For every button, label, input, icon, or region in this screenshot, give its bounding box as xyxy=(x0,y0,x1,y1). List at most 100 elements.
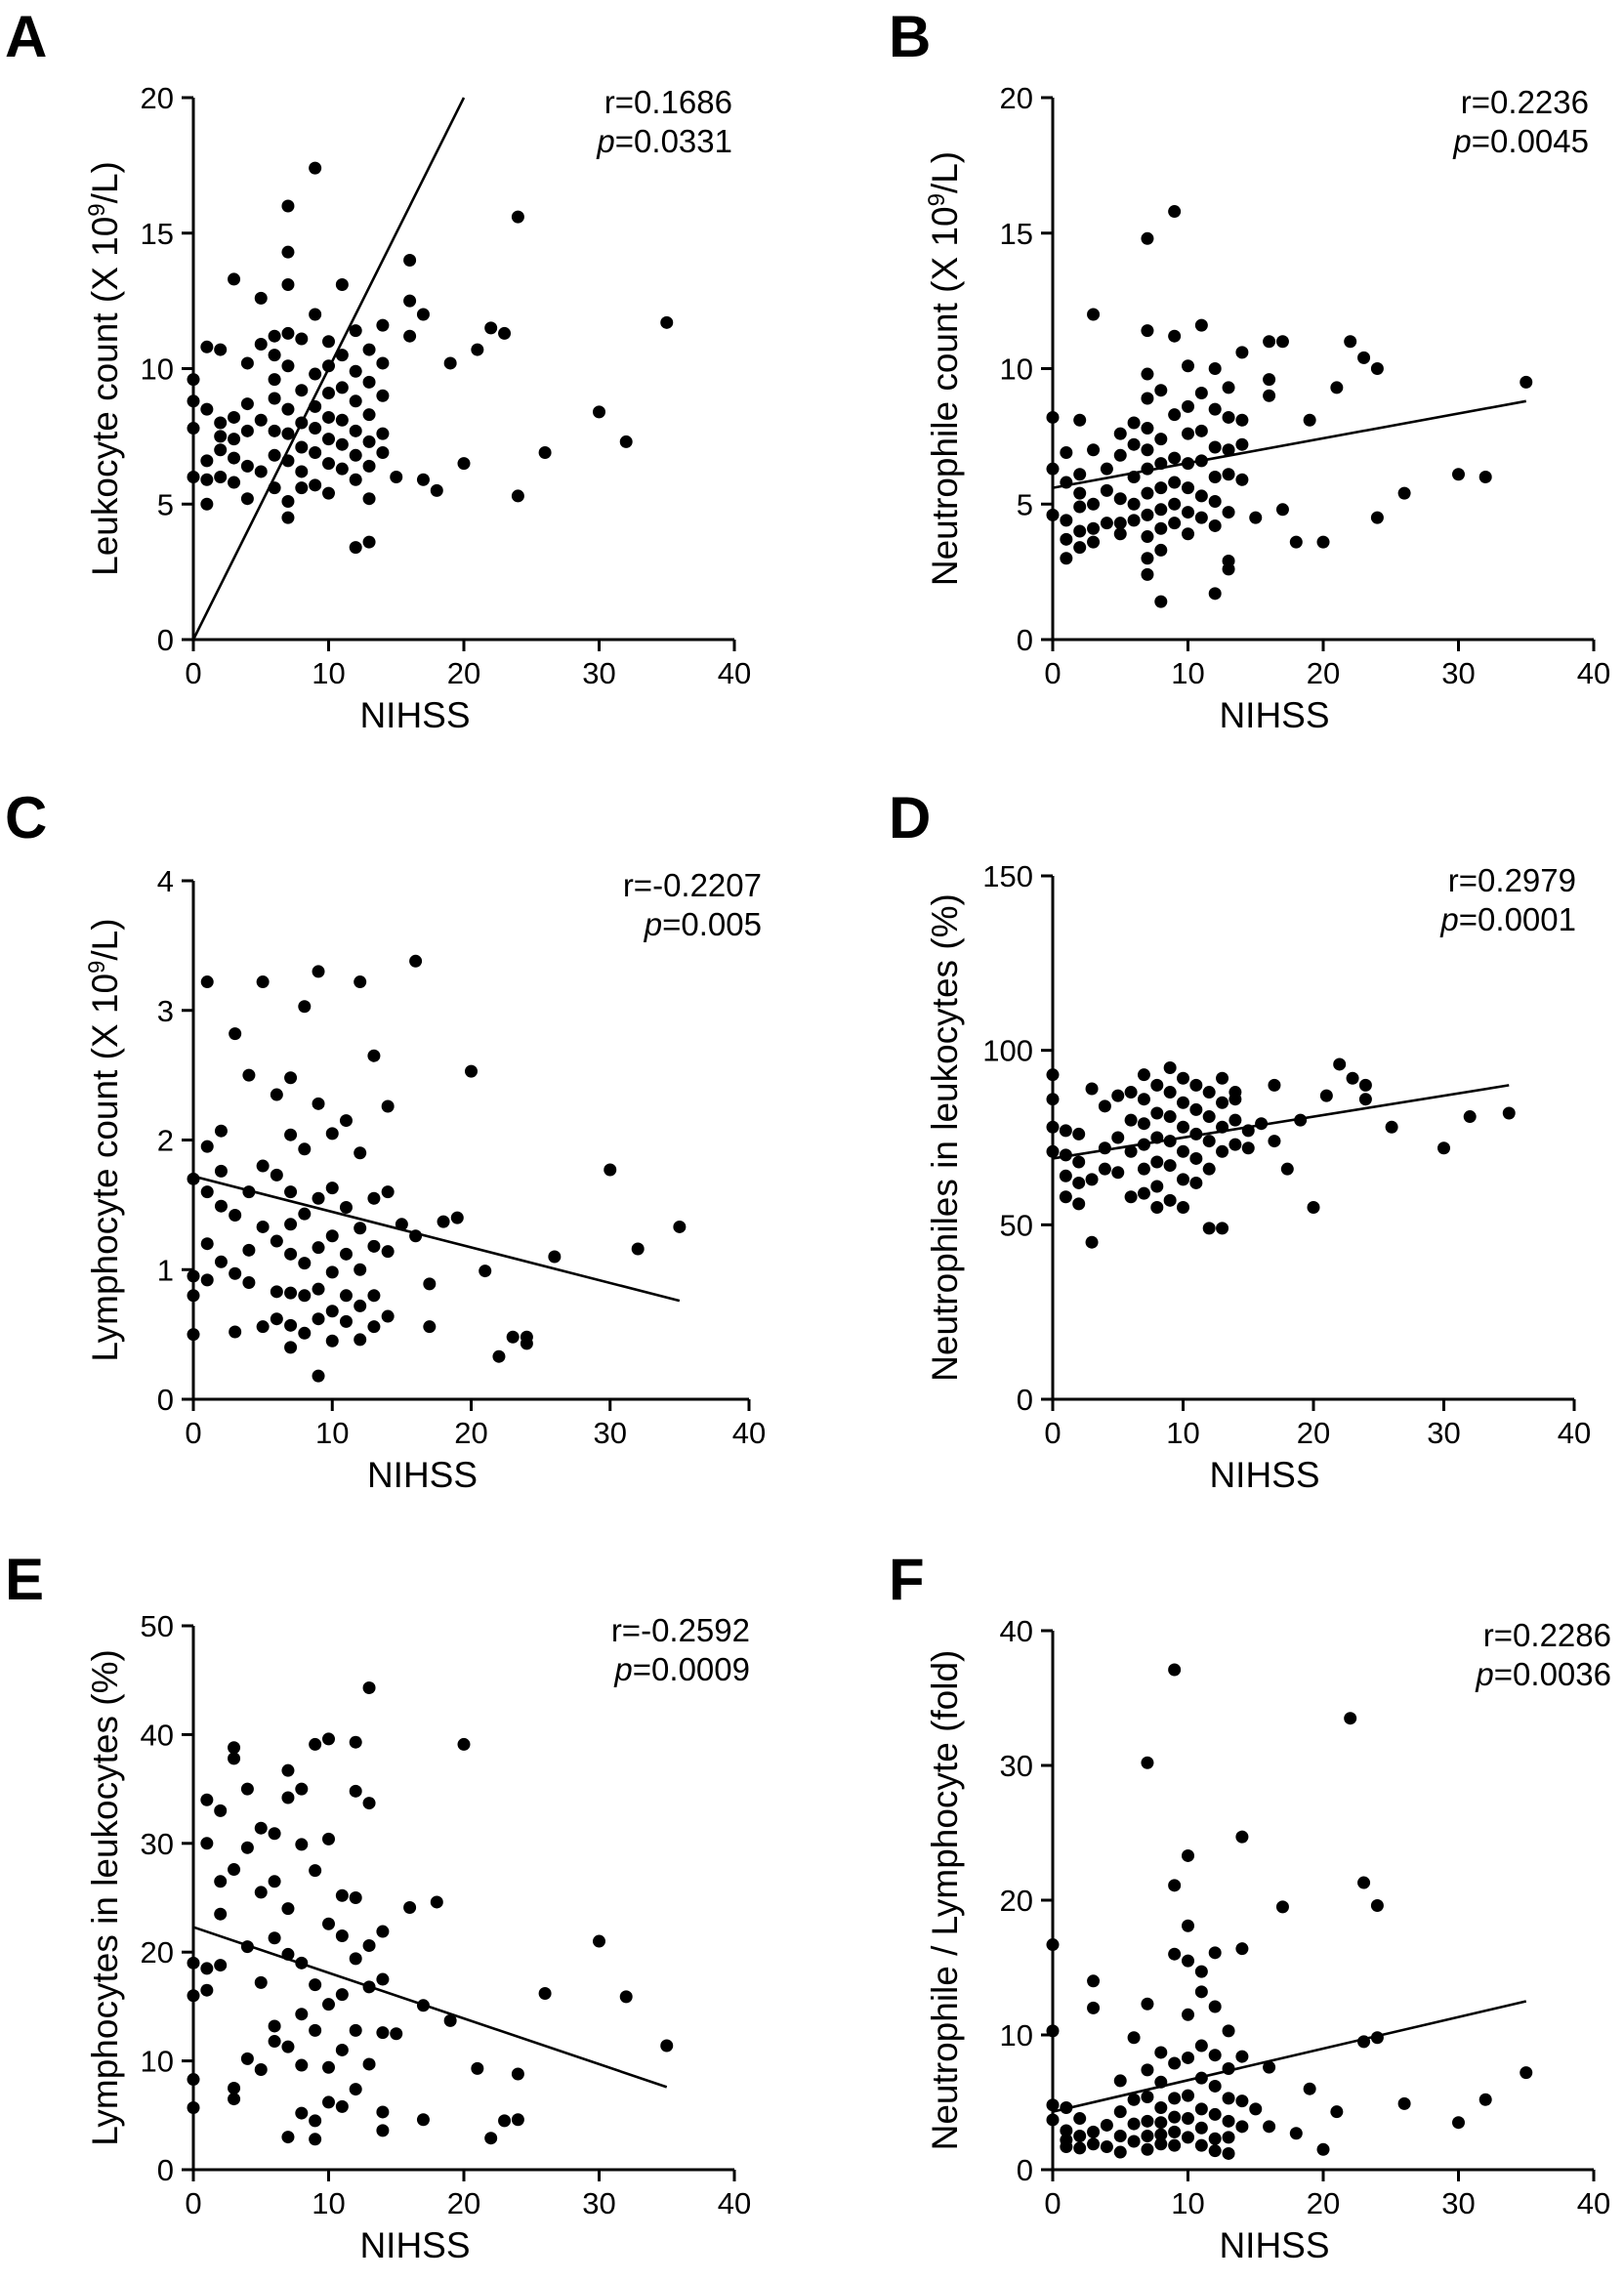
y-tick-label: 10 xyxy=(1000,2018,1033,2053)
data-point xyxy=(498,2114,512,2128)
data-point xyxy=(1087,443,1101,457)
y-axis-label-unit: /L) xyxy=(85,161,125,203)
x-axis-label: NIHSS xyxy=(1219,2225,1329,2265)
data-point xyxy=(335,462,349,476)
data-point xyxy=(1222,2131,1235,2144)
data-point xyxy=(1087,521,1101,535)
data-point xyxy=(1111,1131,1125,1144)
data-point xyxy=(362,2057,376,2071)
panel-a: A 0 10 20 30 40 0 5 10 15 20 NIHSS Leukocyte count (… xyxy=(5,4,751,735)
data-point xyxy=(409,1229,423,1243)
data-point xyxy=(281,2131,295,2144)
data-point xyxy=(381,1099,395,1113)
data-point xyxy=(1194,2039,1208,2053)
data-point xyxy=(268,1875,281,1888)
data-point xyxy=(1127,2031,1141,2045)
data-point xyxy=(1113,517,1127,530)
data-point xyxy=(1150,1078,1164,1092)
data-point xyxy=(403,294,417,308)
data-point xyxy=(284,1071,298,1085)
data-point xyxy=(1072,1176,1086,1189)
data-point xyxy=(1113,427,1127,440)
data-point xyxy=(1168,476,1182,489)
data-point xyxy=(268,1931,281,1945)
data-point xyxy=(1046,1093,1060,1106)
x-tick-label: 30 xyxy=(1441,656,1475,690)
data-point xyxy=(1177,1173,1189,1186)
y-axis-label: Neutrophile count (X 109/L) xyxy=(924,151,966,586)
data-point xyxy=(403,329,417,343)
data-point xyxy=(322,1917,335,1930)
data-point xyxy=(1452,2116,1465,2130)
p-value: p=0.0001 xyxy=(1439,901,1576,937)
data-point xyxy=(1127,471,1141,483)
y-axis-label-main: Neutrophile count (X 10 xyxy=(925,206,965,586)
data-point xyxy=(268,1827,281,1841)
panel-c: C 0 10 20 30 40 0 1 2 3 4 NIHSS Lymphocyte count (X … xyxy=(5,785,766,1495)
data-point xyxy=(1163,1061,1177,1075)
y-tick-label: 5 xyxy=(1017,487,1033,521)
data-point xyxy=(1222,410,1235,424)
data-point xyxy=(1060,2124,1073,2137)
data-point xyxy=(1208,2132,1222,2145)
data-point xyxy=(1154,521,1168,535)
data-point xyxy=(1222,2092,1235,2105)
data-point xyxy=(673,1220,687,1233)
data-point xyxy=(1182,2051,1194,2064)
data-point xyxy=(268,2035,281,2049)
data-point xyxy=(312,1097,325,1110)
data-point xyxy=(1182,481,1194,495)
data-point xyxy=(281,199,295,213)
data-point xyxy=(322,1732,335,1746)
data-point xyxy=(1073,500,1087,514)
data-point xyxy=(335,381,349,394)
x-axis-label: NIHSS xyxy=(367,1455,478,1495)
data-point xyxy=(1046,1068,1060,1082)
correlation-r: r=-0.2207 xyxy=(623,867,762,903)
data-point xyxy=(281,1902,295,1916)
data-point xyxy=(187,373,200,387)
data-point xyxy=(281,245,295,259)
data-point xyxy=(1168,2110,1182,2124)
data-point xyxy=(1060,2101,1073,2115)
data-point xyxy=(1182,2112,1194,2126)
data-point xyxy=(270,1285,283,1299)
data-point xyxy=(312,1369,325,1383)
y-tick-label: 20 xyxy=(1000,81,1033,115)
data-point xyxy=(339,1114,353,1128)
data-point xyxy=(1141,486,1154,500)
data-point xyxy=(381,1245,395,1259)
x-tick-label: 10 xyxy=(315,1416,349,1450)
data-point xyxy=(349,1784,362,1798)
data-point xyxy=(362,435,376,448)
data-point xyxy=(1137,1162,1150,1176)
data-point xyxy=(1208,2000,1222,2013)
correlation-r: r=-0.2592 xyxy=(611,1612,750,1648)
regression-line xyxy=(192,1175,681,1303)
data-point xyxy=(1098,1141,1111,1155)
data-point xyxy=(187,422,200,435)
x-tick-label: 0 xyxy=(1044,656,1061,690)
data-point xyxy=(1268,1078,1281,1092)
data-point xyxy=(1046,2098,1060,2112)
y-tick-label: 1 xyxy=(157,1253,174,1287)
data-point xyxy=(229,1266,242,1280)
data-point xyxy=(242,1068,256,1082)
data-point xyxy=(471,343,484,356)
data-point xyxy=(228,1863,241,1877)
data-point xyxy=(1397,2096,1411,2110)
data-point xyxy=(187,1172,200,1185)
data-point xyxy=(1303,413,1316,427)
x-tick-label: 40 xyxy=(1558,1416,1591,1450)
data-point xyxy=(1202,1086,1216,1099)
data-point xyxy=(200,1273,214,1287)
data-point xyxy=(200,402,214,416)
panel-b: B 0 10 20 30 40 0 5 10 15 20 NIHSS Neutrophile count… xyxy=(889,4,1610,735)
data-point xyxy=(1085,1235,1099,1249)
data-point xyxy=(229,1325,242,1339)
data-point xyxy=(511,2067,524,2081)
y-tick-label: 15 xyxy=(141,217,174,251)
p-symbol: p xyxy=(1475,1656,1493,1692)
data-point xyxy=(322,335,335,349)
data-point xyxy=(1163,1159,1177,1173)
